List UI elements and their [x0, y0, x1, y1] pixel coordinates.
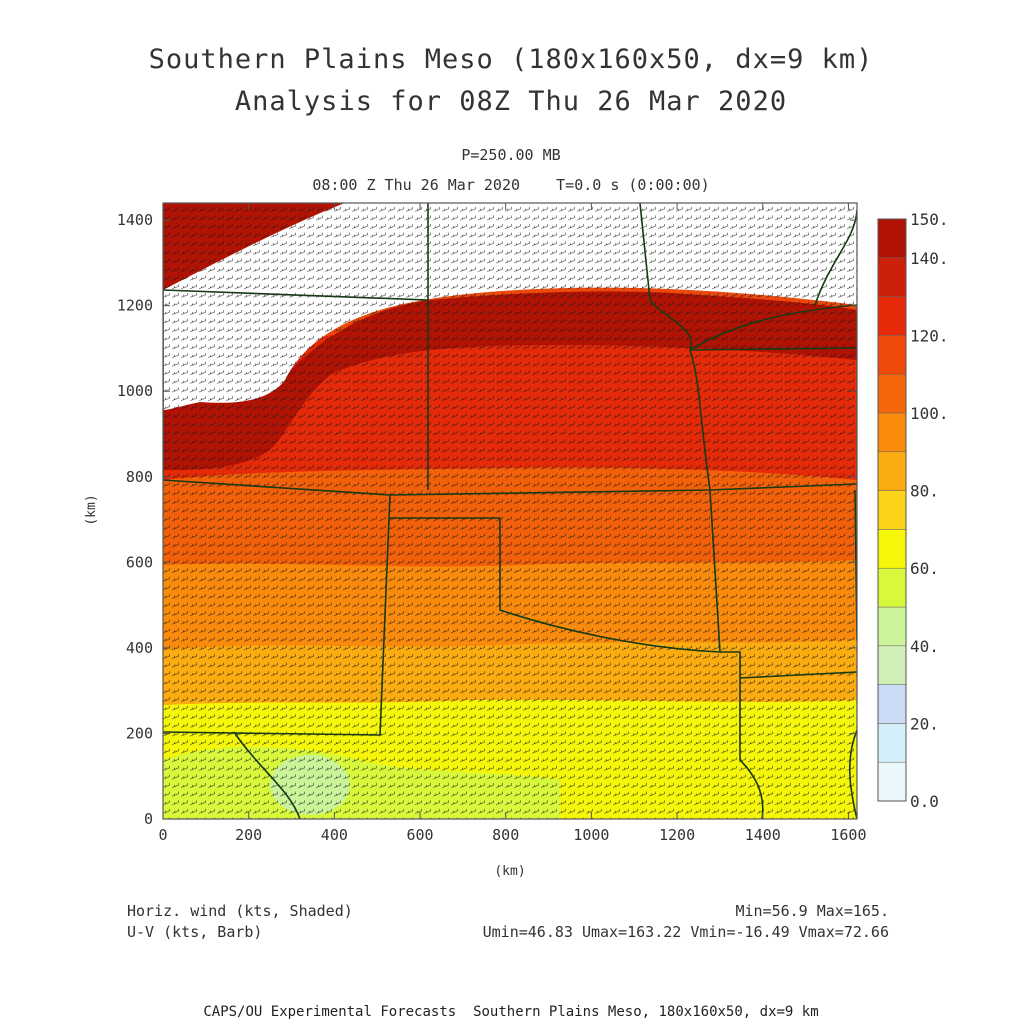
- axes: 0 200 400 600 800 1000 1200 1400 1600 0 200 400 600 8…: [84, 203, 866, 879]
- colorbar-swatch: [877, 218, 907, 259]
- colorbar-swatch: [877, 412, 907, 453]
- colorbar-label: 140.: [910, 249, 949, 268]
- colorbar-swatch: [877, 335, 907, 375]
- footer-stats2: Umin=46.83 Umax=163.22 Vmin=-16.49 Vmax=…: [482, 923, 889, 941]
- x-tick-label: 800: [492, 826, 519, 844]
- colorbar-swatch: [877, 529, 907, 569]
- colorbar-swatch: [877, 684, 907, 724]
- y-tick-label: 1200: [117, 297, 153, 315]
- x-tick-label: 400: [321, 826, 348, 844]
- footer-field2: U-V (kts, Barb): [127, 923, 263, 941]
- colorbar-label: 120.: [910, 326, 949, 345]
- chart-subtitle: Analysis for 08Z Thu 26 Mar 2020: [234, 86, 788, 117]
- valid-time: 08:00 Z Thu 26 Mar 2020 T=0.0 s (0:00:00…: [312, 176, 710, 194]
- x-axis-label: (km): [494, 864, 525, 879]
- colorbar-swatch: [877, 567, 907, 608]
- colorbar-label: 20.: [910, 714, 939, 733]
- wind-speed-field: [163, 203, 857, 819]
- colorbar-label: 80.: [910, 482, 939, 501]
- colorbar-label: 60.: [910, 559, 939, 578]
- colorbar-swatch: [877, 490, 907, 530]
- colorbar-label: 150.: [910, 210, 949, 229]
- x-tick-label: 1600: [830, 826, 866, 844]
- colorbar-swatch: [877, 761, 907, 802]
- colorbar-swatch: [877, 296, 907, 336]
- footer-field1: Horiz. wind (kts, Shaded): [127, 902, 353, 920]
- plot-frame: [162, 202, 858, 820]
- y-tick-label: 1000: [117, 382, 153, 400]
- colorbar-swatch: [877, 451, 907, 491]
- colorbar-label: 0.0: [910, 792, 939, 811]
- x-tick-label: 200: [235, 826, 262, 844]
- x-tick-label: 0: [158, 826, 167, 844]
- colorbar-swatch: [877, 373, 907, 414]
- footer-stats1: Min=56.9 Max=165.: [735, 902, 889, 920]
- x-tick-label: 1400: [745, 826, 781, 844]
- x-tick-label: 600: [406, 826, 433, 844]
- y-tick-label: 1400: [117, 211, 153, 229]
- x-tick-label: 1200: [659, 826, 695, 844]
- colorbar-frame: [877, 218, 907, 802]
- colorbar-swatch: [877, 606, 907, 647]
- chart-title: Southern Plains Meso (180x160x50, dx=9 k…: [148, 44, 874, 75]
- wind-barbs: [163, 203, 857, 819]
- y-tick-label: 400: [126, 639, 153, 657]
- colorbar-swatch: [877, 723, 907, 763]
- pressure-level: P=250.00 MB: [461, 146, 561, 164]
- colorbar-label: 40.: [910, 637, 939, 656]
- y-tick-label: 0: [144, 810, 153, 828]
- y-tick-label: 200: [126, 724, 153, 742]
- y-tick-label: 800: [126, 468, 153, 486]
- state-boundaries: [163, 203, 857, 819]
- colorbar: 150. 140. 120. 100. 80. 60. 40. 20. 0.0: [877, 210, 949, 811]
- y-tick-label: 600: [126, 553, 153, 571]
- colorbar-label: 100.: [910, 404, 949, 423]
- colorbar-swatch: [877, 645, 907, 685]
- x-tick-label: 1000: [573, 826, 609, 844]
- y-axis-label: (km): [84, 494, 99, 525]
- colorbar-swatch: [877, 257, 907, 297]
- footer-credit: CAPS/OU Experimental Forecasts Southern …: [203, 1004, 819, 1020]
